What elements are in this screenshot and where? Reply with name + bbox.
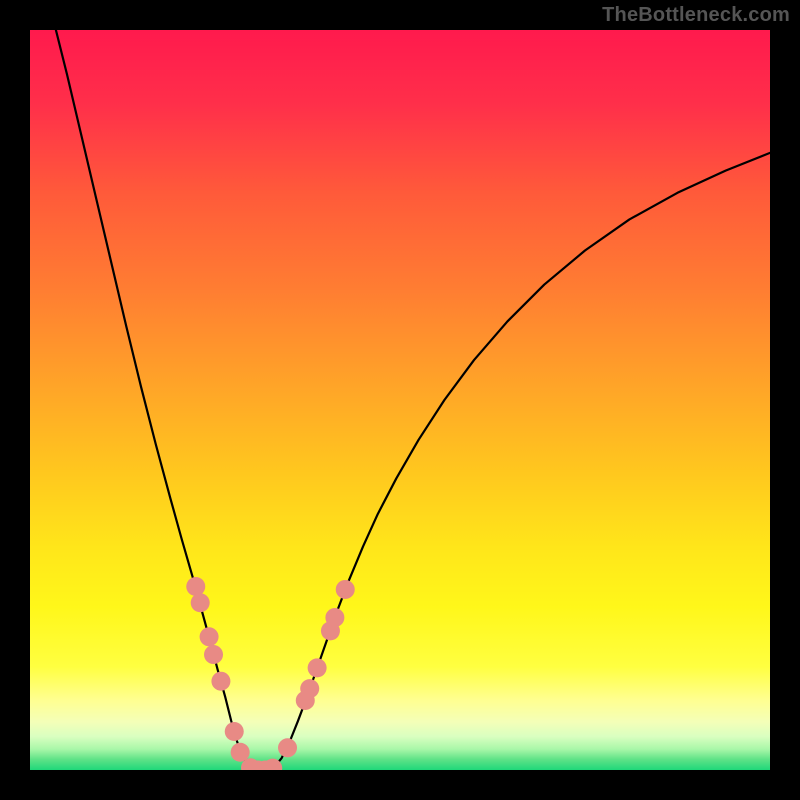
watermark-text: TheBottleneck.com	[602, 4, 790, 27]
chart-frame: TheBottleneck.com	[0, 0, 800, 800]
data-marker	[300, 679, 319, 698]
plot-area	[30, 30, 770, 770]
data-marker	[191, 593, 210, 612]
data-marker	[225, 722, 244, 741]
data-marker	[204, 645, 223, 664]
data-marker	[336, 580, 355, 599]
data-marker	[186, 577, 205, 596]
gradient-background	[30, 30, 770, 770]
data-marker	[231, 743, 250, 762]
data-marker	[308, 658, 327, 677]
bottleneck-chart	[30, 30, 770, 770]
data-marker	[325, 608, 344, 627]
data-marker	[278, 738, 297, 757]
data-marker	[200, 627, 219, 646]
data-marker	[211, 672, 230, 691]
